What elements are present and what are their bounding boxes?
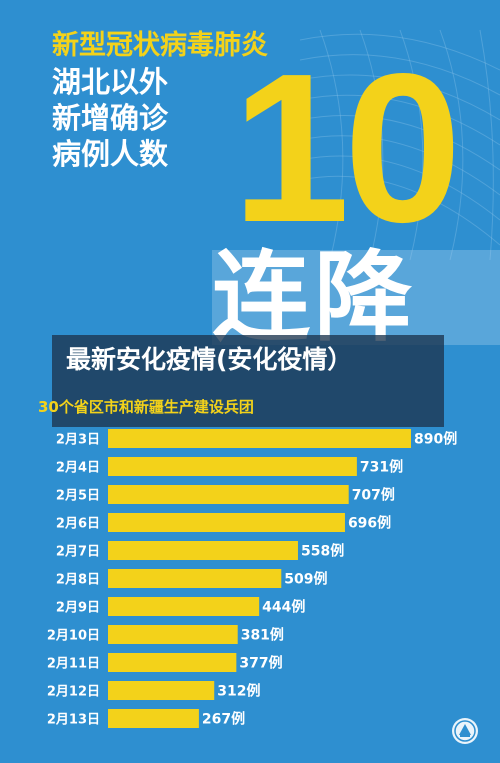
big-text-lianjiang: 连降 — [212, 241, 417, 355]
value-label: 444例 — [262, 599, 305, 616]
value-label: 381例 — [241, 627, 284, 644]
headline-line-1: 新型冠状病毒肺炎 — [52, 30, 268, 61]
value-label: 558例 — [301, 543, 344, 560]
category-label: 2月7日 — [56, 545, 100, 560]
bar — [108, 541, 298, 560]
bar — [108, 457, 357, 476]
headline: 新型冠状病毒肺炎 湖北以外 新增确诊 病例人数 — [52, 28, 268, 172]
bar-chart: 2月3日 890例 2月4日 731例 2月5日 707例 2月6日 696例 2月7日 558例… — [47, 429, 457, 728]
overlay-title-text: 最新安化疫情(安化役情） — [66, 345, 353, 374]
category-label: 2月4日 — [56, 461, 100, 476]
category-label: 2月9日 — [56, 601, 100, 616]
category-label: 2月8日 — [56, 573, 100, 588]
big-number-ten: 10 — [232, 29, 462, 266]
headline-line-4: 病例人数 — [52, 137, 169, 171]
bar — [108, 625, 238, 644]
bar — [108, 681, 215, 700]
value-label: 696例 — [348, 515, 391, 532]
bar — [108, 429, 411, 448]
bar — [108, 653, 237, 672]
value-label: 267例 — [202, 711, 245, 728]
category-label: 2月13日 — [47, 713, 100, 728]
value-label: 731例 — [360, 459, 403, 476]
category-label: 2月6日 — [56, 517, 100, 532]
category-label: 2月3日 — [56, 433, 100, 448]
bar — [108, 709, 199, 728]
value-label: 312例 — [217, 683, 260, 700]
value-label: 707例 — [352, 487, 395, 504]
bar — [108, 597, 260, 616]
title-overlay-banner: 最新安化疫情(安化役情） — [52, 335, 444, 427]
category-label: 2月5日 — [56, 489, 100, 504]
chart-subtitle: 30个省区市和新疆生产建设兵团 — [38, 398, 254, 416]
category-label: 2月10日 — [47, 629, 100, 644]
category-label: 2月11日 — [47, 657, 100, 672]
headline-line-3: 新增确诊 — [52, 101, 169, 135]
emblem-logo-icon — [452, 718, 478, 744]
value-label: 377例 — [239, 655, 282, 672]
value-label: 509例 — [284, 571, 327, 588]
bar — [108, 485, 349, 504]
bar — [108, 569, 282, 588]
bar — [108, 513, 345, 532]
value-label: 890例 — [414, 431, 457, 448]
headline-line-2: 湖北以外 — [52, 65, 169, 99]
category-label: 2月12日 — [47, 685, 100, 700]
